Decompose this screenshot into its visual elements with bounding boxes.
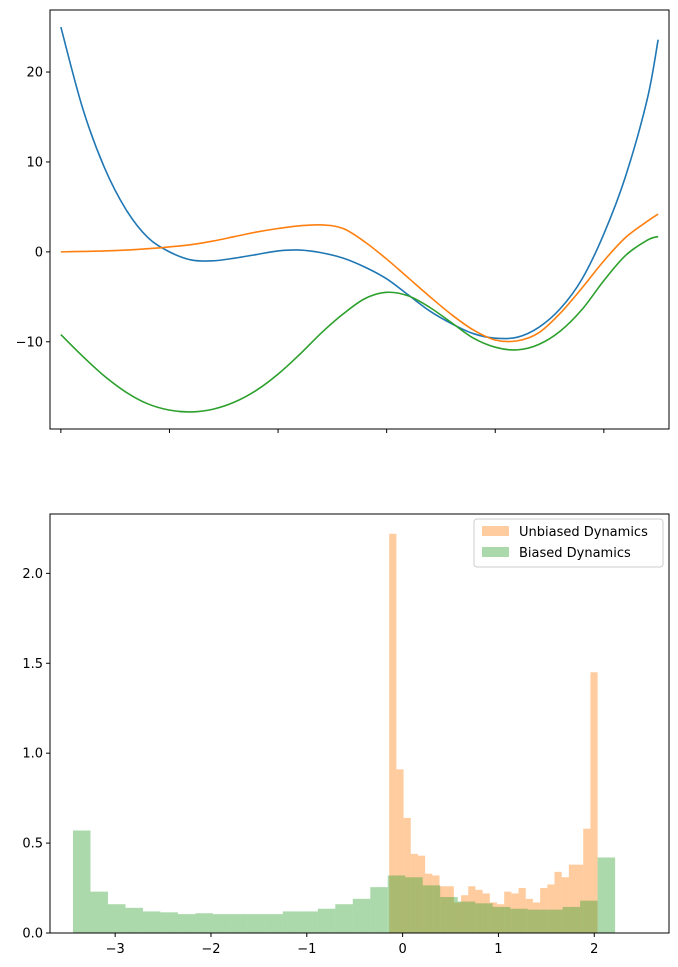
legend: Unbiased Dynamics Biased Dynamics: [473, 518, 664, 568]
histogram-bar: [453, 902, 462, 933]
histogram-bar: [482, 893, 490, 933]
histogram-bar: [492, 906, 511, 933]
histogram-bar: [562, 906, 581, 933]
bottom-y-tick-label: 1.5: [22, 657, 43, 672]
histogram-bar: [540, 888, 548, 933]
top-y-tick-label: −10: [16, 335, 43, 350]
histogram-bar: [475, 889, 483, 933]
histogram-bar: [439, 886, 447, 933]
histogram-bar: [554, 871, 562, 933]
bottom-y-tick-label: 1.0: [22, 747, 43, 762]
histogram-bar: [518, 888, 526, 933]
top-chart-series: [60, 26, 659, 413]
legend-label-biased: Biased Dynamics: [519, 546, 631, 561]
histogram-bar: [590, 672, 598, 933]
histogram-bar: [583, 828, 591, 933]
histogram-bar: [417, 855, 426, 933]
histogram-bar: [410, 853, 418, 933]
histogram-bar: [425, 873, 433, 933]
histogram-bar: [510, 908, 528, 933]
bottom-y-tick-label: 2.0: [22, 567, 43, 582]
histogram-bar: [247, 914, 266, 933]
histogram-bar: [457, 901, 476, 933]
bottom-x-tick-label: −2: [201, 942, 220, 957]
histogram-bar: [370, 887, 388, 933]
histogram-bar: [317, 908, 336, 933]
legend-swatch-unbiased: [482, 526, 509, 536]
bottom-x-tick-label: 0: [398, 942, 406, 957]
legend-label-unbiased: Unbiased Dynamics: [519, 525, 648, 540]
top-y-tick-label: 20: [26, 66, 43, 81]
histogram-bar: [511, 893, 519, 933]
bottom-x-tick-label: −3: [106, 942, 125, 957]
histogram-bar: [468, 886, 476, 933]
histogram-bar: [405, 877, 423, 933]
histogram-bar: [580, 900, 598, 933]
bottom-chart-frame: [49, 513, 670, 934]
histogram-bar: [90, 891, 108, 933]
histogram-bar: [387, 875, 406, 933]
histogram-bar: [568, 864, 577, 933]
histogram-bar: [597, 857, 616, 933]
histogram-bar: [561, 877, 569, 933]
histogram-bar: [489, 902, 498, 933]
histogram-bar: [177, 914, 196, 933]
bottom-histogram-chart: −3 −2 −1 0 1 2 0.0 0.5 1.0 1.5 2.0 Unbiased Dynami…: [22, 513, 670, 957]
line-series-biased-potential: [60, 235, 659, 413]
histogram-bar: [282, 911, 301, 933]
histogram-bar: [396, 769, 404, 933]
histogram-bar: [195, 913, 213, 933]
histogram-bar: [265, 914, 283, 933]
histogram-bar: [497, 904, 505, 933]
histogram-bar: [212, 914, 231, 933]
histogram-bar: [389, 533, 397, 933]
bottom-chart-ticks: −3 −2 −1 0 1 2 0.0 0.5 1.0 1.5 2.0: [22, 567, 598, 957]
top-chart-frame: [49, 9, 670, 430]
histogram-bar: [160, 912, 178, 933]
histogram-bar: [440, 897, 458, 933]
histogram-bar: [403, 817, 411, 933]
histogram-bar: [335, 904, 353, 933]
histogram-bar: [576, 864, 584, 933]
histogram-bar: [352, 898, 371, 933]
histogram-bar: [432, 875, 440, 933]
histogram-series-unbiased-dynamics: [389, 533, 598, 933]
histogram-bar: [422, 885, 441, 933]
line-series-bias: [60, 213, 659, 343]
line-series-potential: [60, 26, 659, 340]
top-chart-ticks: −10 0 10 20: [16, 66, 605, 433]
top-y-tick-label: 0: [35, 245, 43, 260]
bottom-x-tick-label: 2: [590, 942, 598, 957]
top-y-tick-label: 10: [26, 155, 43, 170]
histogram-bar: [545, 909, 563, 933]
histogram-bar: [527, 909, 546, 933]
histogram-bar: [547, 884, 555, 933]
histogram-bar: [525, 898, 533, 933]
histogram-bar: [504, 891, 512, 933]
legend-swatch-biased: [482, 547, 509, 557]
top-line-chart: −10 0 10 20: [16, 9, 670, 433]
histogram-bar: [72, 830, 91, 933]
histogram-series-biased-dynamics: [72, 830, 616, 933]
histogram-bar: [461, 895, 469, 933]
histogram-bar: [142, 911, 161, 933]
histogram-bars: [72, 533, 616, 933]
histogram-bar: [125, 907, 143, 933]
histogram-bar: [107, 904, 126, 933]
histogram-bar: [300, 911, 318, 933]
bottom-y-tick-label: 0.0: [22, 927, 43, 942]
bottom-x-tick-label: −1: [297, 942, 316, 957]
histogram-bar: [230, 914, 248, 933]
histogram-bar: [446, 886, 454, 933]
bottom-x-tick-label: 1: [494, 942, 502, 957]
histogram-bar: [532, 902, 541, 933]
legend-box: [473, 518, 664, 568]
histogram-bar: [475, 903, 493, 933]
bottom-y-tick-label: 0.5: [22, 837, 43, 852]
